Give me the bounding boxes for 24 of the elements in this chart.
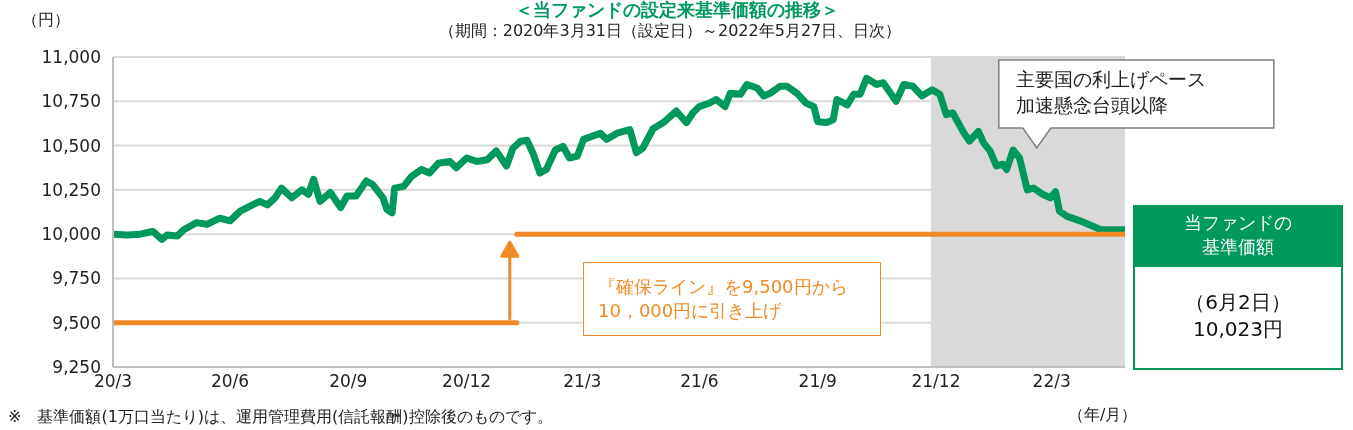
annotation: 『確保ライン』を9,500円から 10，000円に引き上げ xyxy=(583,262,881,336)
text: ※ 基準価額(1万口当たり)は、運用管理費用(信託報酬)控除後のものです。 xyxy=(8,407,553,428)
x-tick-label: 20/12 xyxy=(442,371,492,392)
x-tick-label: 20/9 xyxy=(329,371,368,392)
x-tick-label: 21/9 xyxy=(798,371,837,392)
x-tick-label: 20/6 xyxy=(210,371,250,392)
chart-subtitle: （期間：2020年3月31日（設定日）～2022年5月27日、日次） xyxy=(437,21,903,41)
x-axis-title: （年/月） xyxy=(1068,405,1138,426)
y-tick-label: 9,500 xyxy=(52,312,101,333)
y-tick-label: 10,500 xyxy=(41,135,101,156)
text: （6月2日） 10,023円 xyxy=(1133,267,1343,370)
band-label: 主要国の利上げペース加速懸念台頭以降 xyxy=(1015,67,1207,118)
y-tick-label: 10,000 xyxy=(41,224,101,245)
x-tick-label: 21/6 xyxy=(680,371,719,392)
y-axis-title: （円） xyxy=(22,10,70,31)
text: 当ファンドの基準価額 xyxy=(1133,205,1343,267)
x-tick-label: 21/12 xyxy=(911,371,961,392)
x-tick-label: 21/3 xyxy=(563,371,602,392)
chart-title: ＜当ファンドの設定来基準価額の推移＞ xyxy=(514,0,839,20)
x-tick-label: 22/3 xyxy=(1032,371,1071,392)
y-tick-label: 9,750 xyxy=(52,268,101,289)
y-tick-label: 10,750 xyxy=(41,91,101,112)
y-tick-label: 11,000 xyxy=(41,47,101,68)
y-tick-label: 10,250 xyxy=(41,179,101,200)
